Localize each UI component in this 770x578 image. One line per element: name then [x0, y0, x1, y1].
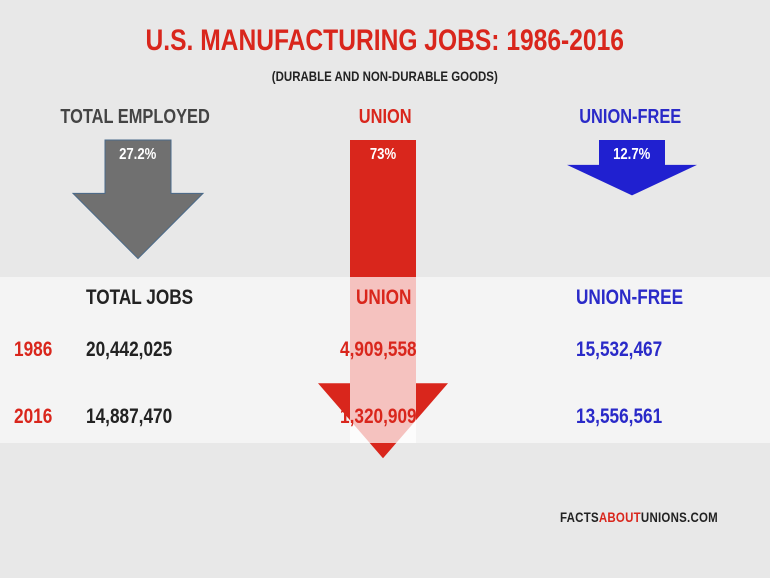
percent-label-total: 27.2% — [119, 146, 157, 163]
row-year-2016: 2016 — [14, 405, 53, 428]
cell-2016-union-free: 13,556,561 — [576, 405, 663, 428]
source-credit: FACTSABOUTUNIONS.COM — [560, 509, 718, 525]
percent-label-union: 73% — [369, 146, 397, 163]
percent-label-union-free: 12.7% — [613, 146, 651, 163]
cell-1986-union-free: 15,532,467 — [576, 338, 663, 361]
header-total-employed: TOTAL EMPLOYED — [60, 106, 210, 128]
cell-2016-union: 1,320,909 — [340, 405, 417, 428]
header-union: UNION — [358, 106, 412, 128]
row-year-1986: 1986 — [14, 338, 53, 361]
chart-subtitle: (DURABLE AND NON-DURABLE GOODS) — [272, 68, 498, 84]
cell-1986-union: 4,909,558 — [340, 338, 417, 361]
cell-2016-total: 14,887,470 — [86, 405, 173, 428]
column-header-union-free: UNION-FREE — [576, 286, 684, 309]
arrow-union-free — [567, 140, 697, 196]
column-header-union: UNION — [356, 286, 412, 309]
chart-title: U.S. MANUFACTURING JOBS: 1986-2016 — [145, 24, 625, 57]
cell-1986-total: 20,442,025 — [86, 338, 173, 361]
arrow-total-employed — [71, 139, 205, 260]
column-header-total-jobs: TOTAL JOBS — [86, 286, 194, 309]
union-arrow-band-overlay — [350, 277, 416, 443]
header-union-free: UNION-FREE — [578, 106, 682, 128]
